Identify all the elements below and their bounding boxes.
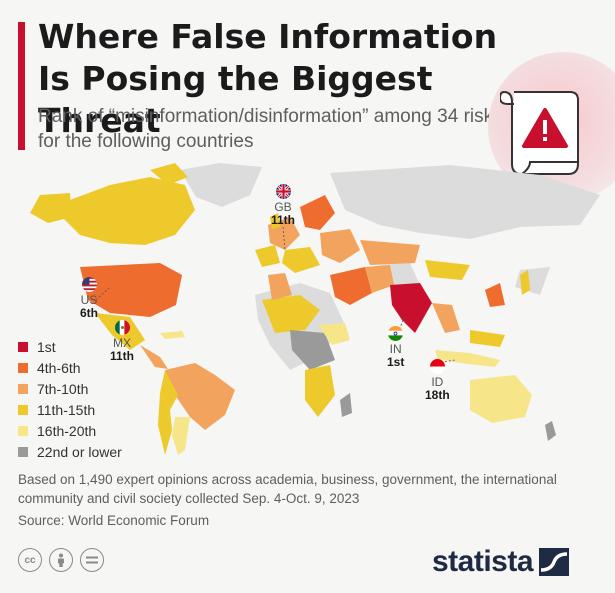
legend-swatch <box>18 446 28 457</box>
southeast-asia <box>432 283 505 347</box>
middle-east <box>330 265 394 305</box>
canada <box>62 163 195 245</box>
legend-item: 11th-15th <box>18 399 122 420</box>
us-flag-icon <box>81 277 97 292</box>
legend-swatch <box>18 362 28 373</box>
uk-country <box>270 213 280 229</box>
statista-mark-icon <box>539 548 570 576</box>
statista-logo[interactable]: statista <box>432 545 570 579</box>
caribbean <box>160 331 185 339</box>
alaska <box>30 193 72 223</box>
callout-in: IN 1st <box>387 326 404 369</box>
legend-swatch <box>18 404 28 415</box>
source-line: Source: World Economic Forum <box>18 513 210 528</box>
attribution-icon[interactable] <box>49 548 73 572</box>
india-country <box>390 283 432 333</box>
legend-item: 22nd or lower <box>18 441 122 462</box>
new-zealand <box>545 421 556 441</box>
legend-label: 1st <box>37 338 56 355</box>
page-title: Where False Information Is Posing the Bi… <box>38 17 498 140</box>
indonesia-country <box>435 350 500 367</box>
legend-item: 16th-20th <box>18 420 122 441</box>
callout-mx-rank: 11th <box>110 349 135 363</box>
callout-gb: GB 11th <box>271 184 295 227</box>
page-subtitle: Rank of “misinformation/disinformation” … <box>38 106 503 152</box>
legend-swatch <box>18 383 28 394</box>
license-icons: cc <box>18 548 104 572</box>
callout-in-rank: 1st <box>387 355 405 369</box>
warning-scroll-icon <box>500 90 579 175</box>
legend-label: 16th-20th <box>37 422 97 439</box>
indonesia-flag-icon <box>429 359 445 374</box>
creative-commons-icon[interactable]: cc <box>18 548 42 572</box>
legend-label: 22nd or lower <box>37 443 122 460</box>
callout-mx: MX 11th <box>110 320 134 363</box>
india-flag-icon <box>388 326 404 341</box>
legend-item: 4th-6th <box>18 357 122 378</box>
legend-item: 1st <box>18 336 122 357</box>
accent-bar <box>18 22 25 150</box>
world-map <box>30 163 600 455</box>
japan <box>520 270 530 295</box>
no-derivatives-icon[interactable] <box>80 548 104 572</box>
callout-id-code: ID <box>431 375 444 389</box>
uk-flag-icon <box>275 184 291 199</box>
callout-in-code: IN <box>389 342 402 356</box>
callout-us: US 6th <box>80 277 98 320</box>
callout-gb-code: GB <box>274 200 292 214</box>
legend-swatch <box>18 341 28 352</box>
callout-us-code: US <box>80 293 98 307</box>
africa <box>262 273 352 417</box>
europe <box>255 195 420 273</box>
central-america <box>140 345 168 369</box>
methodology-note: Based on 1,490 expert opinions across ac… <box>18 472 557 506</box>
callout-us-rank: 6th <box>80 306 98 320</box>
legend-swatch <box>18 425 28 436</box>
legend-label: 7th-10th <box>37 380 89 397</box>
legend-label: 4th-6th <box>37 359 81 376</box>
brand-name: statista <box>432 545 534 578</box>
mexico-flag-icon <box>114 320 130 335</box>
callout-gb-rank: 11th <box>271 213 296 227</box>
callout-mx-code: MX <box>113 336 131 350</box>
united-states <box>80 263 182 317</box>
south-america <box>158 363 235 455</box>
legend-label: 11th-15th <box>37 401 96 418</box>
russia-east <box>425 260 470 280</box>
callout-id: ID 18th <box>425 359 450 402</box>
map-legend: 1st 4th-6th 7th-10th 11th-15th 16th-20th… <box>18 336 122 462</box>
callout-id-rank: 18th <box>425 388 450 402</box>
australia <box>470 375 532 423</box>
legend-item: 7th-10th <box>18 378 122 399</box>
